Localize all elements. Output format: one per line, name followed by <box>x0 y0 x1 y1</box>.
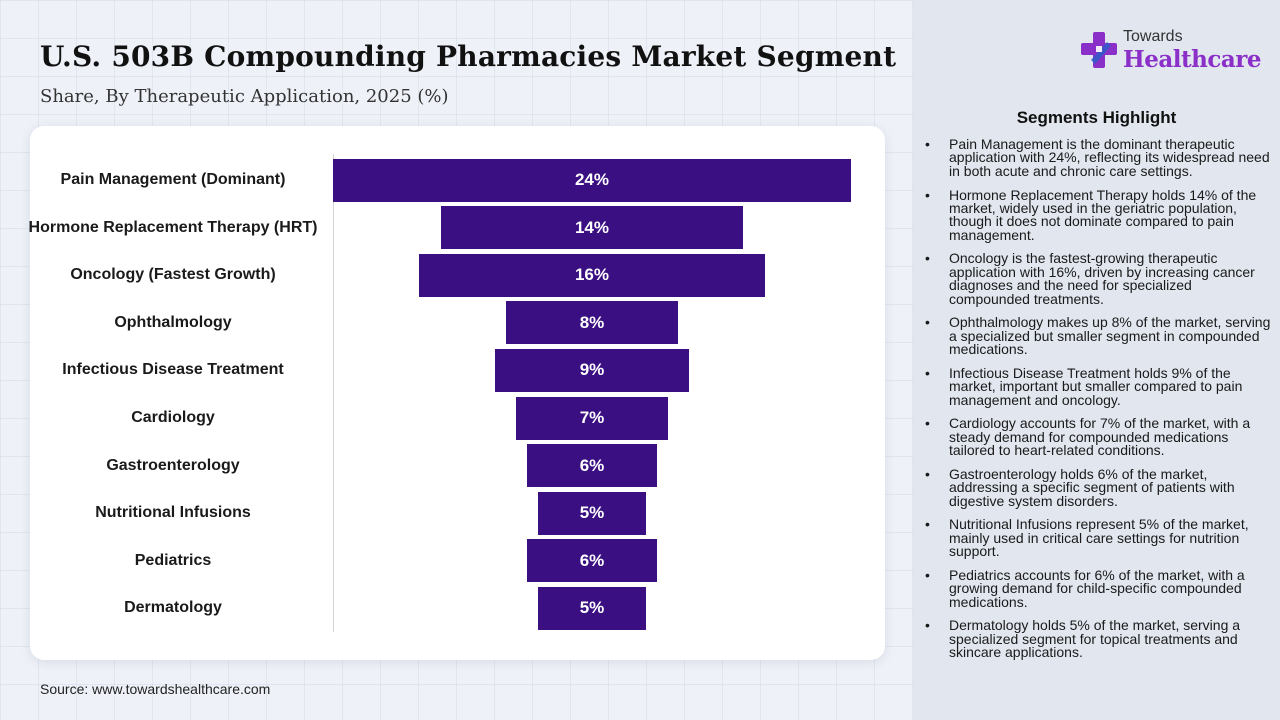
bar-value-label: 14% <box>574 217 609 237</box>
highlight-item: • Cardiology accounts for 7% of the marke… <box>923 415 1275 459</box>
bar-value-label: 5% <box>579 598 605 618</box>
bar-value-label: 24% <box>574 170 609 189</box>
plus-cross-logo-icon <box>1081 32 1117 68</box>
highlight-text: Nutritional Infusions represent 5% of th… <box>949 516 1249 560</box>
category-label: Oncology (Fastest Growth) <box>70 266 276 284</box>
highlight-item: • Ophthalmology makes up 8% of the market… <box>923 314 1275 358</box>
bar-value-label: 6% <box>579 550 605 570</box>
highlight-text: Pain Management is the dominant therapeu… <box>949 136 1270 179</box>
bar-value-label: 7% <box>579 408 605 427</box>
bar-value-label: 8% <box>579 312 605 332</box>
bar: 14% <box>440 206 744 250</box>
category-label: Infectious Disease Treatment <box>62 361 284 379</box>
category-label: Pain Management (Dominant) <box>60 171 286 188</box>
highlight-text: Infectious Disease Treatment holds 9% of… <box>949 364 1243 408</box>
category-label: Pediatrics <box>134 551 212 569</box>
bar: 16% <box>419 253 765 297</box>
highlights-panel: Towards Healthcare Segments Highlight • P… <box>913 0 1280 720</box>
bullet-icon: • <box>925 136 930 152</box>
category-label: Gastroenterology <box>106 456 240 474</box>
category-axis-line <box>333 154 334 632</box>
highlight-item: • Gastroenterology holds 6% of the market… <box>923 465 1275 509</box>
highlights-list: • Pain Management is the dominant therape… <box>923 136 1275 670</box>
bullet-icon: • <box>925 415 930 432</box>
chart-subtitle: Share, By Therapeutic Application, 2025 … <box>40 86 449 107</box>
category-label: Dermatology <box>124 599 222 617</box>
bullet-icon: • <box>925 314 930 331</box>
bar: 5% <box>538 491 646 535</box>
bar: 24% <box>332 158 852 202</box>
category-label: Nutritional Infusions <box>95 504 251 522</box>
highlight-text: Pediatrics accounts for 6% of the market… <box>949 566 1245 610</box>
source-note: Source: www.towardshealthcare.com <box>40 681 271 697</box>
highlight-text: Hormone Replacement Therapy holds 14% of… <box>949 186 1257 243</box>
highlight-text: Cardiology accounts for 7% of the market… <box>949 415 1251 459</box>
highlight-item: • Hormone Replacement Therapy holds 14% o… <box>923 186 1275 243</box>
highlight-item: • Dermatology holds 5% of the market, ser… <box>923 617 1275 661</box>
bullet-icon: • <box>925 516 930 533</box>
bar-value-label: 6% <box>579 455 605 475</box>
highlight-item: • Pain Management is the dominant therape… <box>923 136 1275 179</box>
highlights-heading: Segments Highlight <box>1016 108 1177 127</box>
bullet-icon: • <box>925 250 930 267</box>
chart-card: Pain Management (Dominant) 24% Hormone Rep… <box>29 126 885 660</box>
bullet-icon: • <box>925 617 930 634</box>
bullet-icon: • <box>925 566 930 583</box>
chart-title: U.S. 503B Compounding Pharmacies Market … <box>40 40 897 73</box>
bar-value-label: 16% <box>574 265 609 285</box>
highlight-item: • Oncology is the fastest-growing therape… <box>923 250 1275 307</box>
bar: 8% <box>505 301 679 345</box>
bar: 6% <box>527 444 657 488</box>
bullet-icon: • <box>925 186 930 203</box>
bar-value-label: 9% <box>579 360 605 380</box>
highlight-item: • Pediatrics accounts for 6% of the marke… <box>923 566 1275 610</box>
highlight-text: Gastroenterology holds 6% of the market,… <box>949 465 1235 509</box>
bar: 7% <box>516 396 668 440</box>
category-label: Hormone Replacement Therapy (HRT) <box>28 218 318 236</box>
bar-value-label: 5% <box>579 503 605 523</box>
bullet-icon: • <box>925 364 930 381</box>
bar: 5% <box>538 586 646 630</box>
highlight-item: • Infectious Disease Treatment holds 9% o… <box>923 364 1275 408</box>
highlight-item: • Nutritional Infusions represent 5% of t… <box>923 516 1275 560</box>
highlight-text: Ophthalmology makes up 8% of the market,… <box>949 314 1271 358</box>
category-label: Ophthalmology <box>114 313 232 331</box>
brand-name-main: Healthcare <box>1123 46 1262 73</box>
category-label: Cardiology <box>131 409 215 426</box>
brand-logo: Towards Healthcare <box>1081 28 1262 78</box>
highlight-text: Oncology is the fastest-growing therapeu… <box>949 250 1255 307</box>
bar: 6% <box>527 539 657 583</box>
bullet-icon: • <box>925 465 930 482</box>
highlight-text: Dermatology holds 5% of the market, serv… <box>949 617 1241 661</box>
bar: 9% <box>494 348 690 392</box>
brand-name-top: Towards <box>1123 28 1183 45</box>
